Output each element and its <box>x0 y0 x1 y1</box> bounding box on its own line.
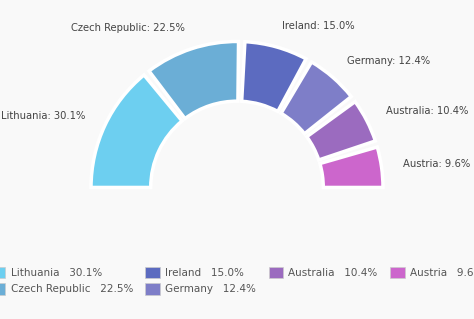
Wedge shape <box>320 147 383 188</box>
Wedge shape <box>242 42 306 111</box>
Text: Austria: 9.6%: Austria: 9.6% <box>403 159 470 169</box>
Text: Australia: 10.4%: Australia: 10.4% <box>386 106 468 115</box>
Wedge shape <box>149 41 238 119</box>
Text: Germany: 12.4%: Germany: 12.4% <box>347 56 430 66</box>
Text: Ireland: 15.0%: Ireland: 15.0% <box>282 21 355 31</box>
Wedge shape <box>91 75 182 188</box>
Text: Czech Republic: 22.5%: Czech Republic: 22.5% <box>71 23 184 33</box>
Text: Lithuania: 30.1%: Lithuania: 30.1% <box>1 111 85 121</box>
Wedge shape <box>281 62 351 134</box>
Wedge shape <box>307 102 375 160</box>
Legend: Lithuania   30.1%, Czech Republic   22.5%, Ireland   15.0%, Germany   12.4%, Aus: Lithuania 30.1%, Czech Republic 22.5%, I… <box>0 263 474 299</box>
